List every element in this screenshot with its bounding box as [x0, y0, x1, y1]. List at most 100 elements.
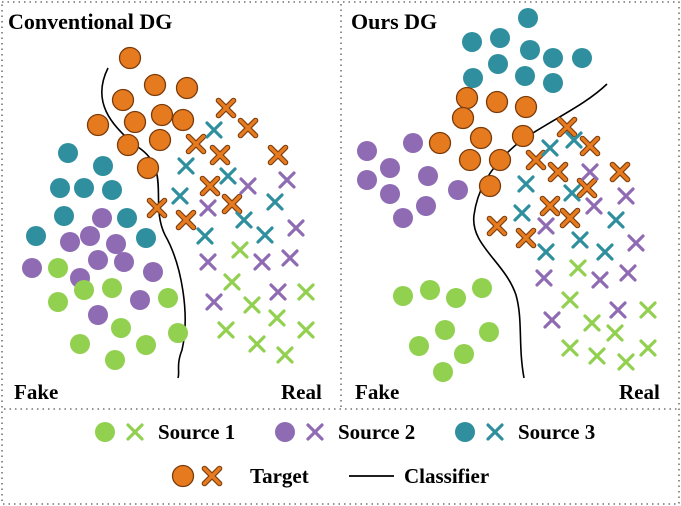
source-3-circle-point	[93, 156, 113, 176]
source-3-circle-point	[54, 206, 74, 226]
source-1-circle-icon	[95, 422, 115, 442]
target-circle-point	[455, 86, 479, 110]
source-2-circle-point	[88, 305, 108, 325]
panel-conventional-dg: Conventional DG Fake Real	[8, 9, 322, 404]
target-circle-point	[428, 131, 452, 155]
source-3-cross-point	[219, 167, 237, 185]
source-3-cross-point	[205, 121, 223, 139]
target-circle-point	[175, 76, 199, 100]
classifier-curve	[473, 83, 608, 379]
source-1-circle-point	[435, 320, 455, 340]
source-2-circle-point	[380, 184, 400, 204]
source-3-circle-point	[50, 178, 70, 198]
legend-label-classifier: Classifier	[404, 464, 489, 488]
source-1-circle-point	[446, 288, 466, 308]
source-2-circle-point	[143, 262, 163, 282]
source-3-circle-point	[518, 8, 538, 28]
target-circle-icon	[171, 464, 195, 488]
target-cross-point	[515, 227, 537, 249]
source-1-cross-point	[606, 324, 624, 342]
legend-item-source-2: Source 2	[275, 420, 415, 444]
source-2-cross-point	[581, 163, 599, 181]
source-2-circle-point	[393, 208, 413, 228]
target-cross-point	[556, 116, 578, 138]
source-1-circle-point	[420, 280, 440, 300]
source-1-cross-point	[588, 347, 606, 365]
target-circle-point	[514, 95, 538, 119]
source-3-circle-point	[572, 48, 592, 68]
target-circle-point	[123, 110, 147, 134]
target-circle-point	[136, 156, 160, 180]
source-3-circle-point	[520, 40, 540, 60]
source-2-circle-point	[418, 166, 438, 186]
source-1-circle-point	[74, 280, 94, 300]
source-1-cross-point	[617, 353, 635, 371]
source-1-cross-point	[223, 273, 241, 291]
source-1-circle-point	[454, 344, 474, 364]
source-3-circle-point	[58, 143, 78, 163]
source-3-cross-point	[256, 226, 274, 244]
legend-label-source-3: Source 3	[518, 420, 595, 444]
panel-ours-dg: Ours DG Fake Real	[351, 8, 660, 404]
target-cross-point	[237, 117, 259, 139]
target-circle-point	[150, 103, 174, 127]
source-2-cross-icon	[306, 423, 324, 441]
source-2-cross-point	[253, 253, 271, 271]
source-2-cross-point	[619, 264, 637, 282]
source-2-circle-point	[380, 158, 400, 178]
source-1-circle-point	[105, 350, 125, 370]
source-3-circle-point	[136, 228, 156, 248]
source-3-circle-point	[490, 28, 510, 48]
source-2-cross-point	[627, 234, 645, 252]
source-3-cross-point	[177, 157, 195, 175]
source-3-cross-point	[565, 131, 583, 149]
target-cross-point	[175, 209, 197, 231]
source-1-circle-point	[433, 362, 453, 382]
target-circle-point	[148, 128, 172, 152]
source-3-cross-point	[235, 211, 253, 229]
source-2-cross-point	[281, 249, 299, 267]
source-2-circle-point	[22, 258, 42, 278]
source-1-circle-point	[102, 278, 122, 298]
source-2-cross-point	[269, 283, 287, 301]
source-2-cross-point	[617, 187, 635, 205]
source-2-cross-point	[239, 177, 257, 195]
source-1-cross-point	[561, 291, 579, 309]
target-cross-point	[609, 161, 631, 183]
real-label: Real	[619, 380, 660, 404]
source-1-cross-point	[231, 241, 249, 259]
source-3-cross-point	[563, 184, 581, 202]
source-1-circle-point	[48, 292, 68, 312]
source-3-circle-point	[102, 180, 122, 200]
legend-item-source-3: Source 3	[455, 420, 595, 444]
source-1-circle-point	[409, 336, 429, 356]
target-cross-point	[525, 149, 547, 171]
target-circle-point	[143, 73, 167, 97]
source-3-cross-point	[171, 187, 189, 205]
legend-item-target: Target	[171, 464, 309, 488]
source-3-circle-point	[515, 66, 535, 86]
source-1-circle-point	[111, 318, 131, 338]
target-cross-point	[215, 97, 237, 119]
classifier-curve	[100, 67, 186, 379]
target-cross-point	[559, 207, 581, 229]
legend: Source 1 Source 2 Source 3	[95, 420, 595, 488]
source-1-cross-point	[276, 346, 294, 364]
source-2-cross-point	[585, 197, 603, 215]
source-1-cross-point	[297, 283, 315, 301]
target-cross-point	[199, 175, 221, 197]
target-circle-point	[488, 148, 512, 172]
source-2-cross-point	[609, 301, 627, 319]
legend-label-target: Target	[250, 464, 309, 488]
target-cross-point	[146, 197, 168, 219]
legend-item-source-1: Source 1	[95, 420, 235, 444]
source-2-circle-point	[403, 133, 423, 153]
target-cross-point	[547, 161, 569, 183]
source-1-cross-point	[583, 314, 601, 332]
source-1-cross-icon	[126, 423, 144, 441]
target-cross-point	[579, 135, 601, 157]
target-cross-point	[209, 144, 231, 166]
panel-title: Ours DG	[351, 9, 437, 34]
